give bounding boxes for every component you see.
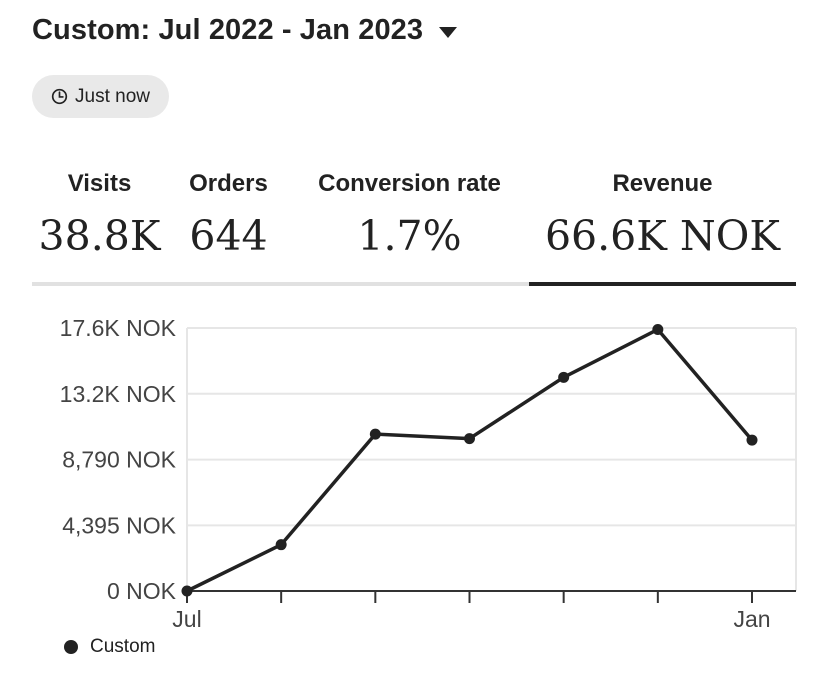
tab-orders[interactable]: Orders 644 [167,160,290,286]
tab-conversion-rate-value: 1.7% [357,212,462,260]
revenue-line-chart: 0 NOK 4,395 NOK 8,790 NOK 13.2K NOK 17.6K NO… [60,315,797,632]
data-point [181,585,193,597]
tab-visits-value: 38.8K [38,212,161,260]
data-point [369,428,381,440]
data-point [464,433,475,445]
y-tick-label: 8,790 NOK [62,447,176,473]
tab-revenue-underline [529,282,796,286]
x-tick-label: Jul [172,606,201,632]
date-range-label: Custom: Jul 2022 - Jan 2023 [32,14,424,46]
chart-legend: Custom [64,636,155,658]
tab-conversion-rate-label: Conversion rate [318,170,501,197]
y-tick-label: 17.6K NOK [60,315,177,341]
tab-revenue[interactable]: Revenue 66.6K NOK [529,160,796,286]
updated-label: Just now [75,85,150,107]
tab-conversion-rate-underline [290,282,529,286]
legend-swatch [64,640,78,654]
data-point [652,323,664,335]
tab-orders-underline [167,282,290,286]
caret-down-icon [439,27,458,38]
tab-revenue-value: 66.6K NOK [544,212,781,260]
y-tick-label: 0 NOK [107,578,177,604]
data-point [558,371,570,383]
y-tick-label: 13.2K NOK [60,381,177,407]
clock-icon [51,88,68,105]
y-tick-label: 4,395 NOK [62,512,176,538]
tab-visits[interactable]: Visits 38.8K [32,160,167,286]
tab-orders-label: Orders [189,170,268,197]
data-point [746,434,758,446]
tab-conversion-rate[interactable]: Conversion rate 1.7% [290,160,529,286]
tab-visits-label: Visits [67,170,132,197]
tab-visits-underline [32,282,167,286]
metric-tabs: Visits 38.8K Orders 644 Conversion rate … [32,160,796,286]
data-point [275,539,287,551]
tab-orders-value: 644 [189,212,268,260]
updated-chip: Just now [32,75,169,118]
x-tick-label: Jan [733,606,770,632]
legend-label-custom: Custom [90,636,156,657]
tab-revenue-label: Revenue [612,170,713,197]
date-range-selector[interactable]: Custom: Jul 2022 - Jan 2023 [32,14,458,47]
